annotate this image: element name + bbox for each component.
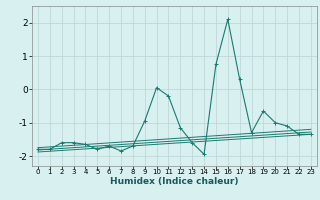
- X-axis label: Humidex (Indice chaleur): Humidex (Indice chaleur): [110, 177, 239, 186]
